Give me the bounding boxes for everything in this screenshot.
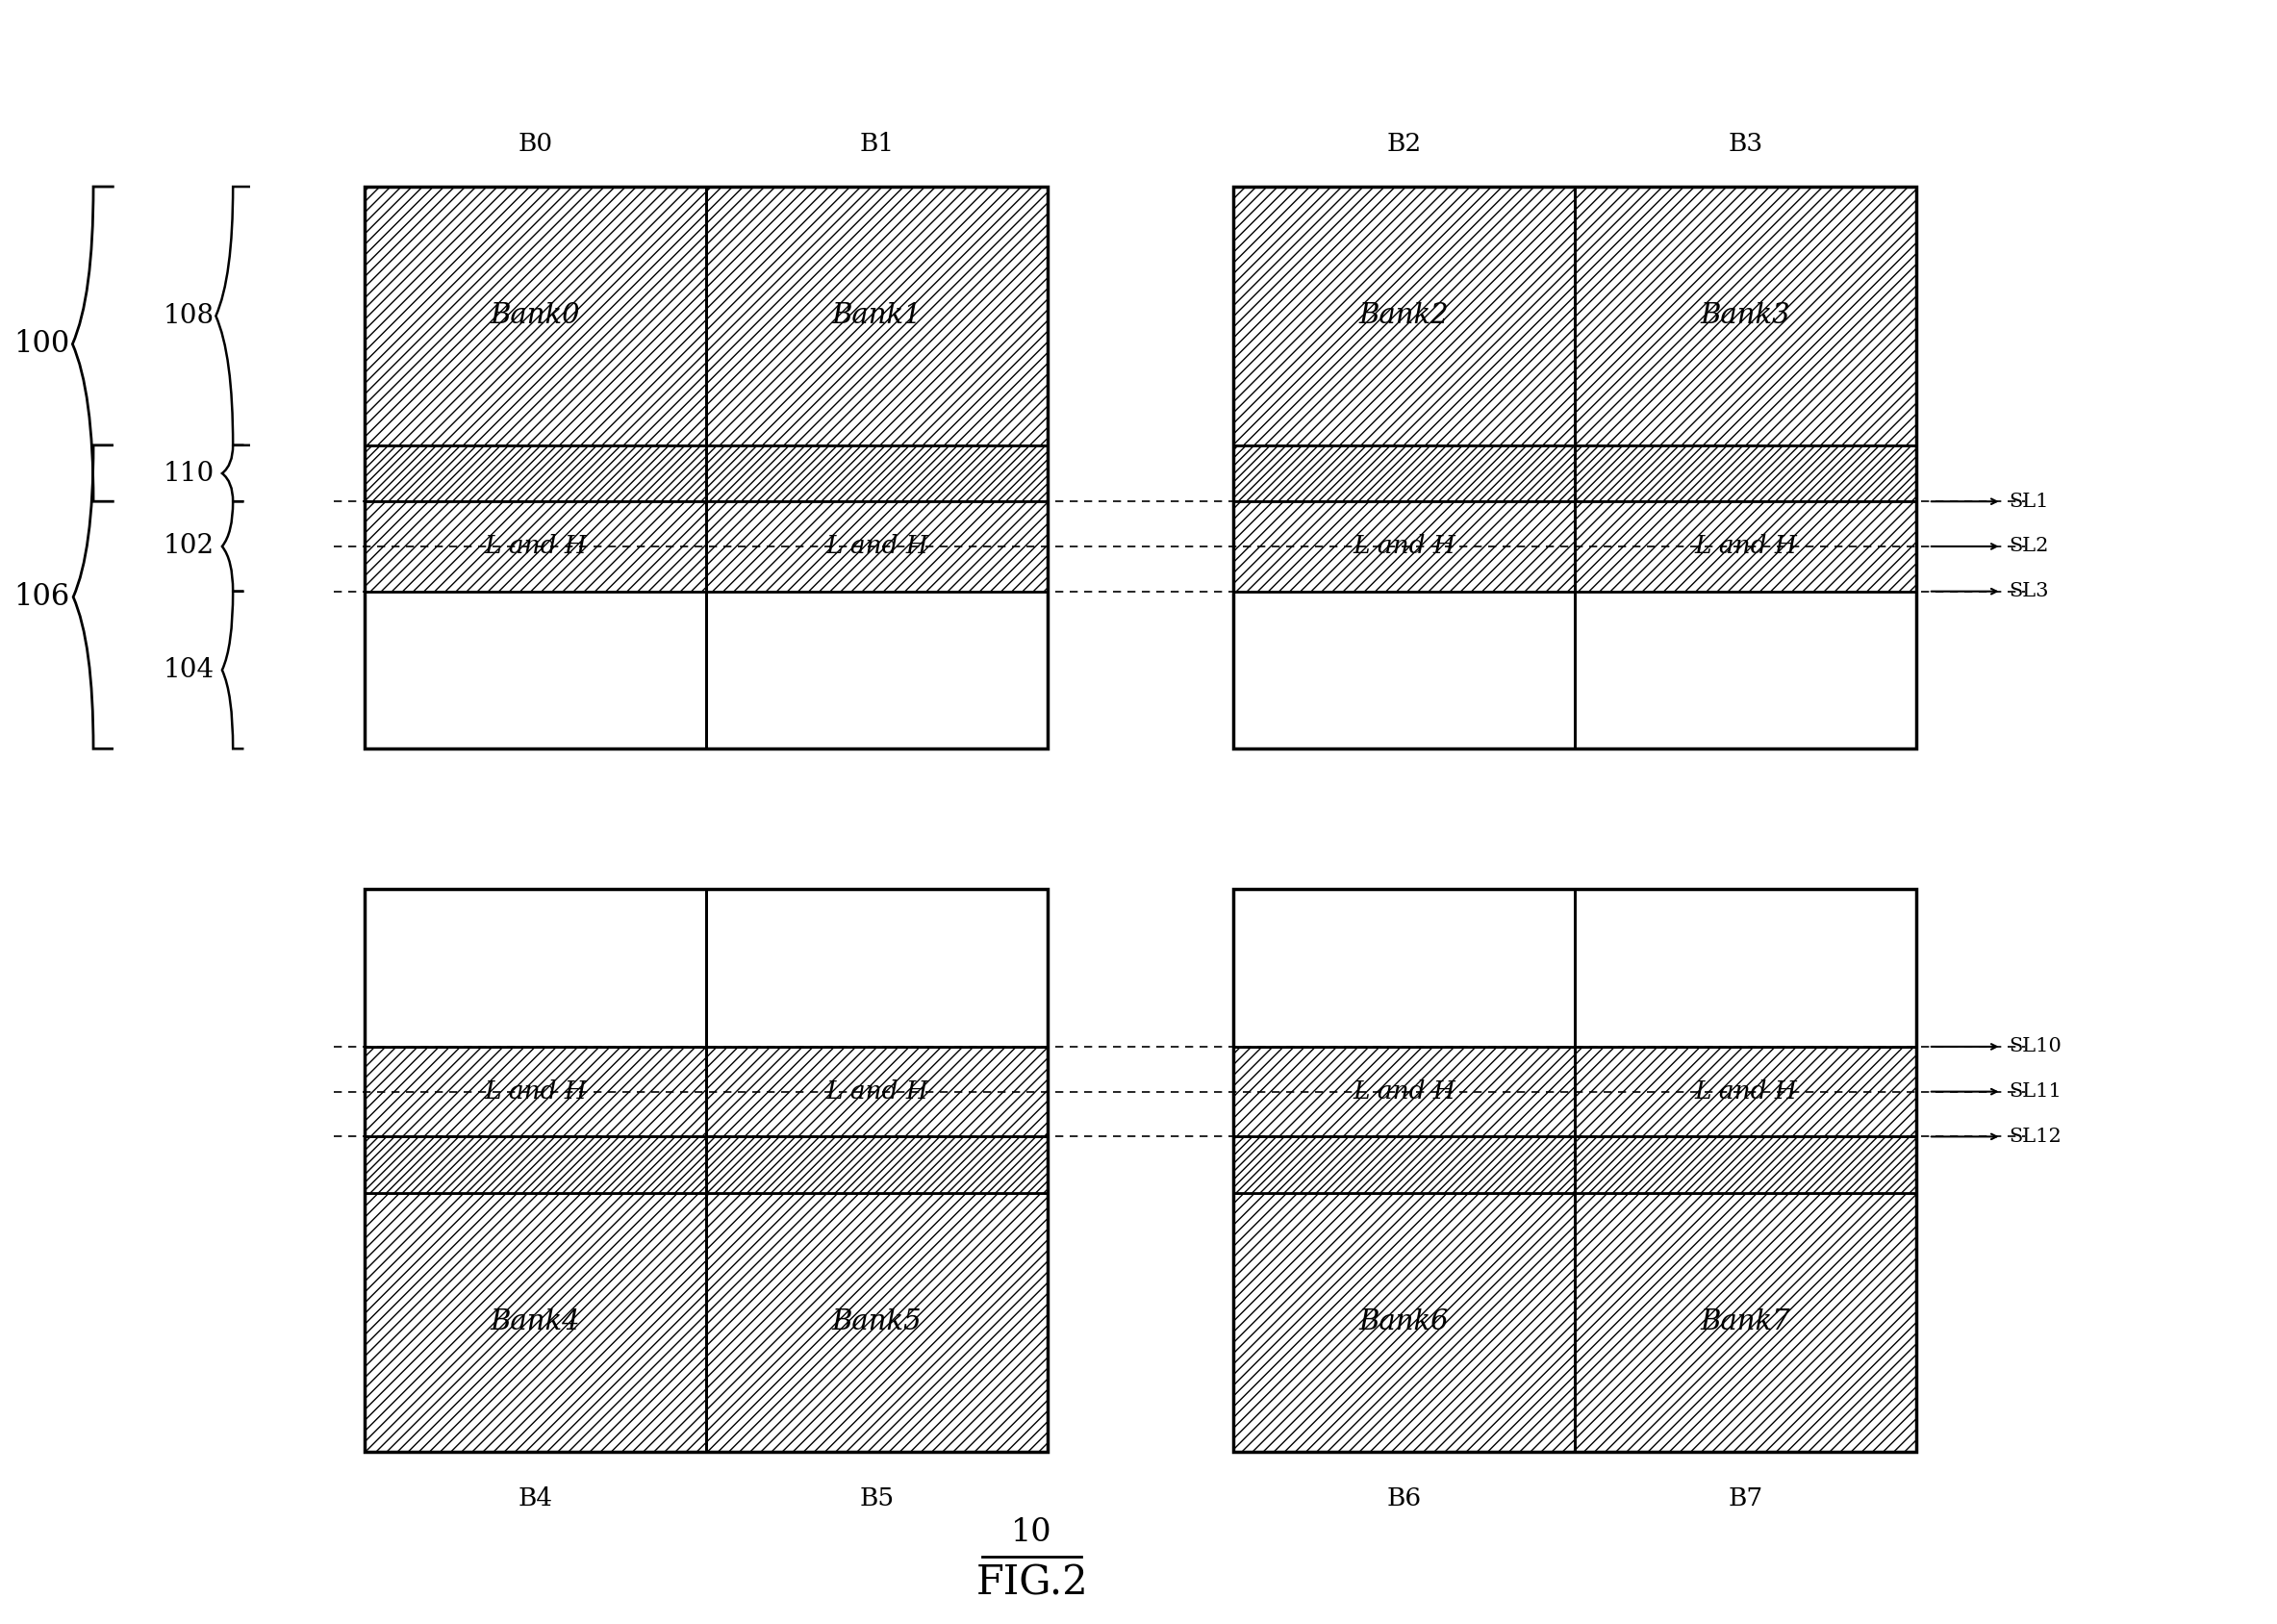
Bar	[706, 1047, 1047, 1137]
Bar	[1576, 1047, 1917, 1137]
Bar	[364, 187, 1047, 749]
Text: B7: B7	[1728, 1486, 1762, 1510]
Text: B2: B2	[1387, 132, 1421, 156]
Text: Bank5: Bank5	[831, 1309, 922, 1335]
Text: L and H: L and H	[485, 534, 587, 559]
Bar	[364, 445, 706, 502]
Text: L and H: L and H	[824, 1080, 929, 1104]
Text: Bank0: Bank0	[490, 302, 581, 330]
Bar	[364, 187, 706, 445]
Bar	[1576, 445, 1917, 502]
Text: B5: B5	[858, 1486, 895, 1510]
Bar	[1576, 1137, 1917, 1192]
Bar	[706, 1137, 1047, 1192]
Bar	[1234, 187, 1917, 749]
Bar	[364, 1192, 706, 1452]
Text: Bank7: Bank7	[1701, 1309, 1790, 1335]
Text: 100: 100	[14, 330, 71, 359]
Text: Bank1: Bank1	[831, 302, 922, 330]
Text: SL12: SL12	[2008, 1127, 2063, 1147]
Bar	[1234, 1192, 1576, 1452]
Bar	[1234, 890, 1917, 1452]
Bar	[364, 591, 706, 749]
Bar	[364, 502, 706, 591]
Bar	[1576, 187, 1917, 445]
Bar	[1576, 1192, 1917, 1452]
Bar	[364, 1047, 706, 1137]
Text: 104: 104	[164, 658, 214, 684]
Text: L and H: L and H	[1694, 534, 1797, 559]
Bar	[1234, 445, 1576, 502]
Text: L and H: L and H	[485, 1080, 587, 1104]
Text: SL1: SL1	[2008, 492, 2049, 510]
Bar	[1234, 187, 1576, 445]
Bar	[1234, 890, 1576, 1047]
Bar	[706, 502, 1047, 591]
Bar	[706, 890, 1047, 1047]
Bar	[364, 890, 706, 1047]
Text: B0: B0	[519, 132, 553, 156]
Bar	[706, 187, 1047, 445]
Bar	[706, 1192, 1047, 1452]
Text: B3: B3	[1728, 132, 1762, 156]
Text: B1: B1	[858, 132, 895, 156]
Text: SL10: SL10	[2008, 1038, 2063, 1056]
Bar	[1576, 890, 1917, 1047]
Text: 110: 110	[164, 460, 214, 486]
Bar	[364, 1137, 706, 1192]
Bar	[1234, 1047, 1576, 1137]
Bar	[1234, 1137, 1576, 1192]
Text: SL11: SL11	[2008, 1083, 2063, 1101]
Bar	[1234, 502, 1576, 591]
Text: 108: 108	[164, 304, 214, 330]
Bar	[364, 890, 1047, 1452]
Text: Bank4: Bank4	[490, 1309, 581, 1335]
Bar	[706, 591, 1047, 749]
Text: B4: B4	[519, 1486, 553, 1510]
Text: Bank3: Bank3	[1701, 302, 1790, 330]
Bar	[1576, 591, 1917, 749]
Text: B6: B6	[1387, 1486, 1421, 1510]
Text: L and H: L and H	[1353, 1080, 1455, 1104]
Text: Bank2: Bank2	[1359, 302, 1448, 330]
Text: L and H: L and H	[1694, 1080, 1797, 1104]
Bar	[1576, 502, 1917, 591]
Text: 106: 106	[14, 581, 71, 612]
Text: SL3: SL3	[2008, 583, 2049, 601]
Bar	[1234, 591, 1576, 749]
Text: L and H: L and H	[824, 534, 929, 559]
Text: L and H: L and H	[1353, 534, 1455, 559]
Bar	[706, 445, 1047, 502]
Text: 10: 10	[1011, 1517, 1052, 1548]
Text: 102: 102	[164, 533, 214, 559]
Text: FIG.2: FIG.2	[977, 1562, 1088, 1603]
Text: Bank6: Bank6	[1359, 1309, 1448, 1335]
Text: SL2: SL2	[2008, 538, 2049, 555]
